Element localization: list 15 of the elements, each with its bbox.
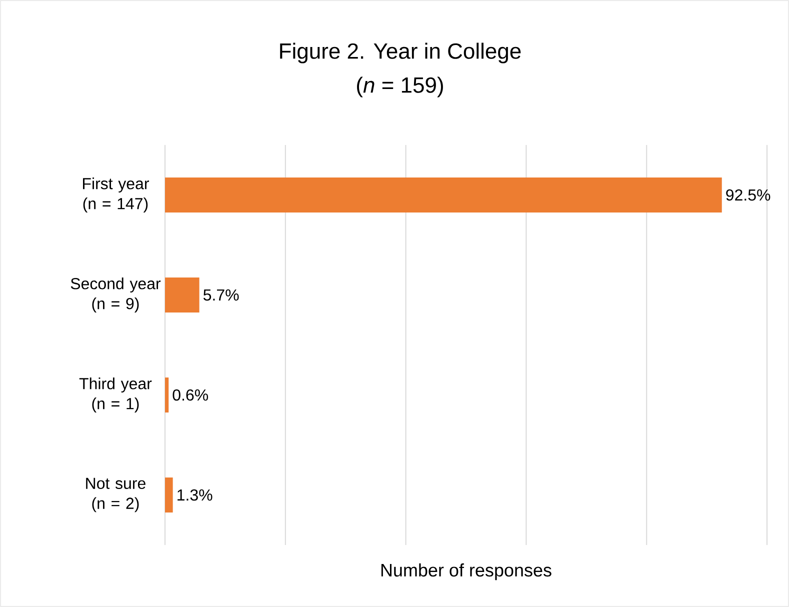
data-label: 0.6%	[172, 389, 208, 401]
data-label: 5.7%	[203, 289, 239, 301]
chart-subtitle: (n = 159)	[357, 76, 443, 98]
chart-title: Figure 2. Year in College	[280, 42, 521, 64]
bar	[165, 478, 173, 513]
bar	[165, 278, 200, 313]
data-label: 92.5%	[726, 189, 770, 201]
y-tick-label: Not sure (n = 2)	[86, 478, 146, 512]
bar	[165, 178, 722, 213]
bar	[165, 378, 169, 413]
x-axis-title: Number of responses	[381, 563, 552, 580]
y-tick-label: Third year (n = 1)	[79, 378, 152, 412]
data-label: 1.3%	[178, 489, 212, 501]
y-tick-label: Second year (n = 9)	[70, 278, 161, 312]
y-tick-label: First year (n = 147)	[83, 178, 149, 212]
